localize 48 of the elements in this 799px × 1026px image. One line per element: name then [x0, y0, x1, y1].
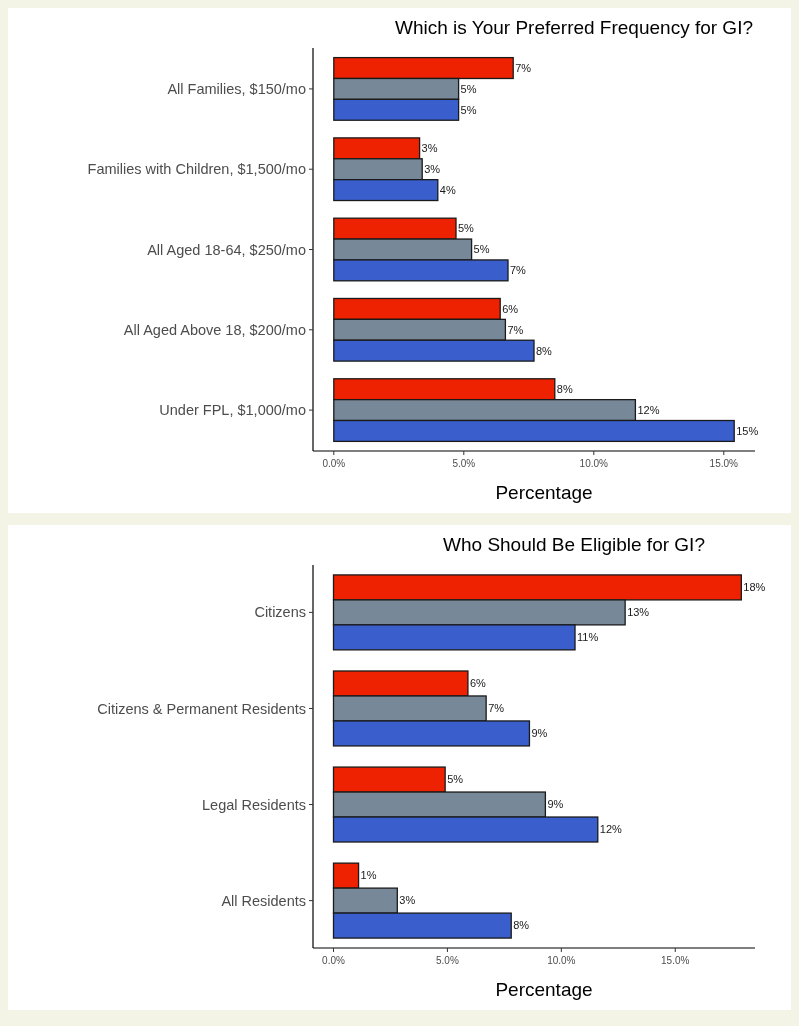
data-label: 13% [627, 606, 650, 619]
data-label: 8% [556, 383, 573, 396]
data-label: 9% [531, 727, 548, 740]
data-label: 6% [502, 302, 519, 315]
y-tick-label: Families with Children, $1,500/mo [87, 161, 306, 178]
data-label: 3% [421, 142, 438, 155]
x-tick-label: 0.0% [322, 955, 346, 966]
y-tick-label: Citizens [254, 604, 306, 621]
x-axis-title: Percentage [495, 979, 593, 1000]
data-label: 8% [536, 344, 553, 357]
x-tick-label: 5.0% [452, 458, 476, 469]
y-tick-label: All Families, $150/mo [167, 80, 306, 97]
x-tick-label: 10.0% [547, 955, 576, 966]
y-tick-label: All Residents [221, 892, 306, 909]
y-tick-label: Citizens & Permanent Residents [97, 700, 306, 717]
data-label: 5% [460, 103, 477, 116]
data-label: 9% [547, 798, 564, 811]
x-tick-label: 0.0% [322, 458, 346, 469]
x-tick-label: 15.0% [709, 458, 739, 469]
data-label: 12% [637, 403, 660, 416]
data-label: 7% [488, 702, 505, 715]
y-tick-label: Under FPL, $1,000/mo [159, 402, 306, 419]
chart-title: Who Should Be Eligible for GI? [443, 534, 705, 555]
data-label: 18% [743, 581, 766, 594]
data-label: 11% [577, 631, 599, 644]
y-tick-label: All Aged Above 18, $200/mo [123, 321, 306, 338]
data-label: 7% [515, 61, 532, 74]
data-label: 3% [399, 894, 416, 907]
data-label: 7% [510, 264, 527, 277]
data-label: 15% [736, 424, 759, 437]
data-label: 4% [439, 183, 456, 196]
x-tick-label: 10.0% [579, 458, 609, 469]
data-label: 5% [460, 82, 477, 95]
data-label: 5% [458, 222, 475, 235]
data-label: 12% [599, 823, 623, 836]
x-tick-label: 15.0% [661, 955, 690, 966]
y-tick-label: Legal Residents [202, 796, 306, 813]
data-label: 5% [473, 243, 490, 256]
data-label: 5% [447, 773, 464, 786]
data-label: 8% [513, 919, 530, 932]
chart-title: Which is Your Preferred Frequency for GI? [395, 17, 753, 38]
data-label: 1% [360, 869, 377, 882]
data-label: 7% [507, 323, 524, 336]
data-label: 6% [469, 677, 487, 690]
x-axis-title: Percentage [495, 482, 593, 503]
x-tick-label: 5.0% [436, 955, 459, 966]
data-label: 3% [424, 163, 441, 176]
y-tick-label: All Aged 18-64, $250/mo [147, 241, 306, 258]
